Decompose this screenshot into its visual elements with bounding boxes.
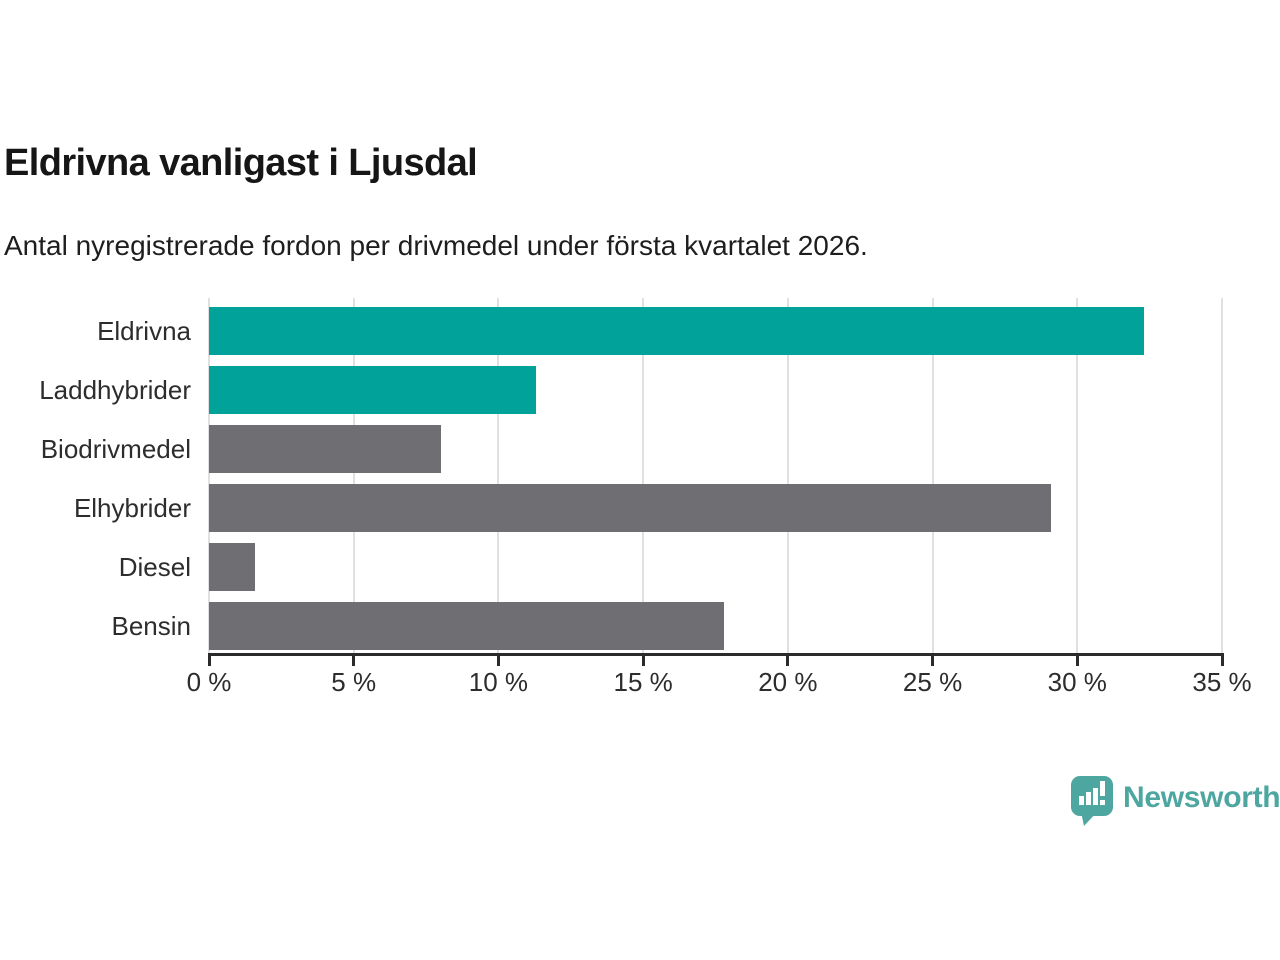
gridline [208, 298, 210, 654]
y-axis-label: Elhybrider [73, 493, 191, 523]
x-axis-tick [207, 653, 211, 666]
x-axis-tick [1220, 653, 1224, 666]
x-axis-tick-label: 25 % [902, 667, 963, 697]
y-axis-label: Bensin [111, 611, 192, 641]
gridline [352, 298, 355, 654]
y-axis-label: Laddhybrider [39, 375, 191, 405]
gridline [931, 298, 934, 654]
y-axis-label: Biodrivmedel [40, 434, 191, 464]
bar-laddhybrider [209, 366, 537, 414]
x-axis-tick-label: 35 % [1192, 667, 1252, 697]
chart-subtitle: Antal nyregistrerade fordon per drivmede… [4, 230, 868, 261]
newsworthy-brand: Newsworthy [1071, 776, 1280, 826]
x-axis-tick-label: 15 % [613, 667, 673, 697]
x-axis-tick [931, 653, 935, 666]
y-axis-label: Diesel [118, 552, 191, 582]
x-axis-tick [496, 653, 500, 666]
x-axis-tick-label: 30 % [1047, 667, 1107, 697]
x-axis-tick-label: 0 % [186, 667, 232, 697]
chart-title: Eldrivna vanligast i Ljusdal [4, 142, 478, 184]
gridline [642, 298, 645, 654]
gridline [1076, 298, 1079, 654]
bar-bensin [209, 602, 725, 650]
x-axis-tick-label: 20 % [758, 667, 818, 697]
bar-eldrivna [209, 307, 1144, 355]
gridline [786, 298, 789, 654]
logo-bar-chart-glyph [1079, 781, 1105, 805]
x-axis-line [208, 653, 1224, 656]
x-axis-tick [641, 653, 645, 666]
y-axis-label: Eldrivna [97, 316, 191, 346]
x-axis-tick [352, 653, 356, 666]
bar-diesel [209, 543, 256, 591]
x-axis-tick [1075, 653, 1079, 666]
x-axis-tick-label: 10 % [468, 667, 529, 697]
newsworthy-wordmark: Newsworthy [1123, 781, 1280, 814]
gridline [1221, 298, 1223, 654]
bar-elhybrider [209, 484, 1052, 532]
x-axis-tick-label: 5 % [331, 667, 377, 697]
x-axis-tick [786, 653, 790, 666]
plot-area: 0 % 5 % 10 % 15 % 20 % 25 % 30 % 35 % Eldrivna L… [39, 298, 1252, 697]
gridline [497, 298, 500, 654]
bar-biodrivmedel [209, 425, 441, 473]
newsworthy-logo-icon [1071, 776, 1113, 826]
